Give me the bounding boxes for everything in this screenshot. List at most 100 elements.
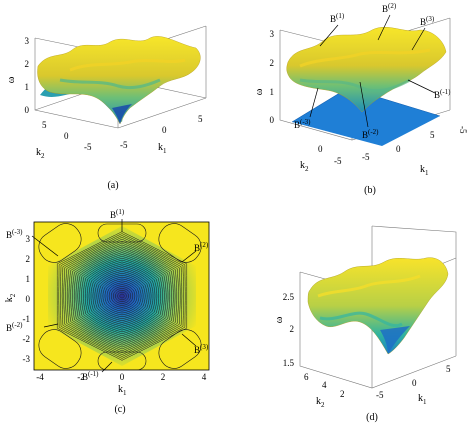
panel-a-k2-tick: 5 — [42, 120, 47, 130]
panel-d-k1-tick: 0 — [412, 378, 417, 388]
contour-line — [90, 267, 154, 325]
panel-c-y-tick: 3 — [26, 234, 31, 244]
panel-c-y-tick: 1 — [26, 274, 31, 284]
contour-line — [102, 278, 142, 314]
contour-line — [117, 291, 127, 301]
contour-line — [100, 276, 144, 316]
panel-b-z-tick: 1 — [270, 87, 275, 97]
panel-d-z-label: ω — [274, 316, 285, 323]
panel-d-k2-tick: 6 — [304, 372, 309, 382]
contour-line — [61, 237, 183, 355]
panel-a-z-label: ω — [6, 76, 17, 83]
panel-a-k2-tick: 0 — [64, 131, 69, 141]
panel-b: B(1) B(2) B(3) B(-1) B(-2) B(-3) 0 1 2 3… — [254, 2, 468, 196]
panel-d-k1-label: k1 — [418, 393, 427, 406]
panel-c-annotation: B(-2) — [6, 321, 23, 333]
panel-c-x-tick: -4 — [36, 372, 44, 382]
panel-a: 0 1 2 3 ω 5 0 -5 k2 -5 0 5 k1 (a) — [6, 25, 207, 191]
panel-c-y-tick: -2 — [23, 334, 31, 344]
panel-b-z-label: ω — [254, 88, 265, 95]
panel-a-z-tick: 3 — [25, 36, 30, 46]
contour-line — [84, 261, 160, 331]
panel-c-caption: (c) — [114, 404, 125, 415]
panel-d-caption: (d) — [366, 412, 378, 423]
panel-a-k1-label: k1 — [158, 142, 167, 155]
panel-a-k2-tick: -5 — [84, 142, 92, 152]
panel-d-z-tick: 1.5 — [283, 358, 295, 368]
panel-c-annotation-arrows — [31, 219, 197, 373]
panel-c-x-tick: -2 — [77, 372, 85, 382]
contour-line — [81, 257, 163, 335]
panel-b-caption: (b) — [364, 185, 376, 196]
panel-c-annotation: B(-1) — [82, 370, 99, 382]
contour-line — [119, 293, 125, 299]
panel-a-z-tick: 0 — [25, 105, 30, 115]
contour-line — [115, 290, 129, 302]
panel-b-k2-tick: 0 — [318, 144, 323, 154]
panel-c-x-tick: 4 — [202, 372, 207, 382]
panel-a-k2-label: k2 — [36, 147, 45, 160]
panel-a-caption: (a) — [107, 180, 118, 191]
panel-d-k2-label: k2 — [316, 396, 325, 409]
panel-c-y-tick: -3 — [23, 354, 31, 364]
contour-line — [75, 252, 169, 340]
panel-d-z-tick: 2 — [290, 324, 295, 334]
panel-c-annotation: B(3) — [194, 343, 209, 355]
panel-c: B(1) B(2) B(3) B(-1) B(-2) B(-3) -4 -2 0… — [4, 208, 210, 415]
panel-a-z-tick: 2 — [25, 59, 30, 69]
contour-line — [68, 244, 176, 348]
panel-c-x-tick: 0 — [120, 372, 125, 382]
contour-line — [63, 238, 181, 354]
panel-c-y-label: k2 — [4, 293, 17, 302]
panel-b-z-tick: 3 — [270, 29, 275, 39]
panel-c-y-tick: -1 — [23, 314, 31, 324]
contour-line — [58, 233, 186, 359]
panel-d-z-tick: 2.5 — [283, 292, 295, 302]
contour-line — [66, 242, 178, 350]
panel-c-frame — [33, 221, 210, 371]
contour-line — [104, 280, 140, 312]
panel-c-y-tick: 0 — [26, 294, 31, 304]
contour-line — [110, 286, 134, 306]
panel-b-k1-tick: 0 — [396, 144, 401, 154]
contour-line — [77, 254, 167, 338]
panel-c-lobe-contours — [38, 223, 202, 370]
contour-line — [88, 265, 156, 327]
contour-line — [94, 271, 150, 321]
contour-line — [70, 246, 174, 346]
panel-d: 1.5 2 2.5 ω 6 4 2 k2 -5 0 5 k1 (d) — [274, 225, 457, 423]
panel-d-k1-tick: -5 — [376, 390, 384, 400]
panel-b-annotation: B(-2) — [362, 128, 379, 140]
panel-c-hexagon-region — [48, 226, 196, 366]
panel-b-annotation: B(3) — [420, 15, 435, 27]
panel-c-annotation: B(2) — [194, 241, 209, 253]
panel-c-contour-lines — [56, 231, 188, 361]
panel-a-surface — [37, 36, 201, 125]
contour-line — [56, 231, 188, 361]
panel-d-surface — [307, 257, 449, 355]
panel-c-annotation: B(1) — [110, 208, 125, 220]
contour-line — [65, 240, 179, 352]
contour-line — [92, 269, 152, 323]
panel-b-k2-label: k2 — [300, 160, 309, 173]
panel-b-annotation: B(2) — [382, 2, 397, 14]
panel-c-x-label: k1 — [118, 384, 127, 397]
panel-b-annotation-arrows — [309, 14, 436, 128]
panel-c-y-tick: 2 — [26, 254, 31, 264]
panel-b-k1-label: k1 — [420, 164, 429, 177]
contour-line — [113, 288, 131, 304]
contour-line — [83, 259, 161, 333]
panel-b-upper-surface — [286, 26, 447, 113]
contour-line — [73, 250, 171, 342]
panel-a-k1-tick: 0 — [162, 125, 167, 135]
panel-b-annotation: B(-1) — [434, 88, 451, 100]
panel-a-z-tick: 1 — [25, 82, 30, 92]
panel-b-k1-tick: -5 — [362, 152, 370, 162]
contour-line — [106, 282, 138, 310]
contour-line — [60, 235, 184, 357]
contour-line — [108, 284, 136, 308]
panel-b-k1-tick: 5 — [430, 130, 435, 140]
contour-line — [96, 273, 148, 319]
panel-b-k2-tick: -5 — [334, 156, 342, 166]
contour-line — [79, 256, 165, 336]
